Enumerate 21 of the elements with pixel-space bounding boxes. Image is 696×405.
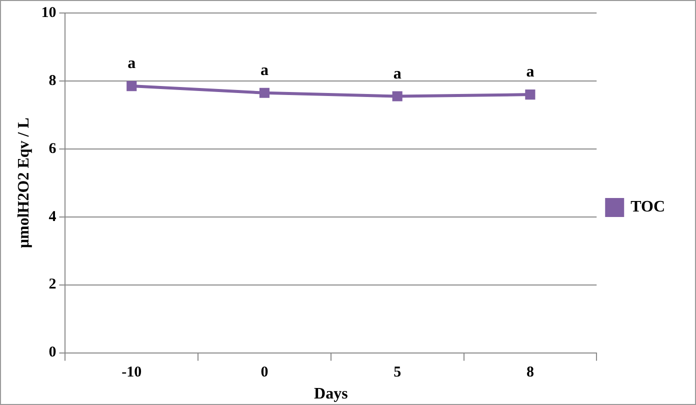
y-tick-label: 2: [48, 276, 56, 293]
point: [259, 88, 270, 98]
y-tick-label: 6: [48, 140, 57, 157]
point: [392, 91, 402, 102]
y-tick-label: 0: [48, 344, 56, 361]
annotation: a: [526, 64, 534, 81]
x-tick-label: 5: [394, 364, 402, 381]
x-tick-label: -10: [122, 364, 142, 381]
x-axis-title: Days: [314, 386, 348, 403]
x-tick-label: 8: [526, 364, 534, 381]
annotation: a: [260, 62, 268, 79]
y-tick-label: 4: [48, 208, 57, 225]
annotation: a: [128, 55, 136, 72]
point: [126, 81, 137, 92]
y-axis-title: µmolH2O2 Eqv / L: [16, 118, 33, 248]
legend-label: TOC: [630, 198, 666, 216]
point: [525, 90, 536, 100]
x-tick-label: 0: [260, 364, 268, 381]
annotation: a: [393, 65, 402, 82]
y-tick-label: 10: [41, 4, 56, 21]
y-tick-label: 8: [48, 72, 56, 89]
